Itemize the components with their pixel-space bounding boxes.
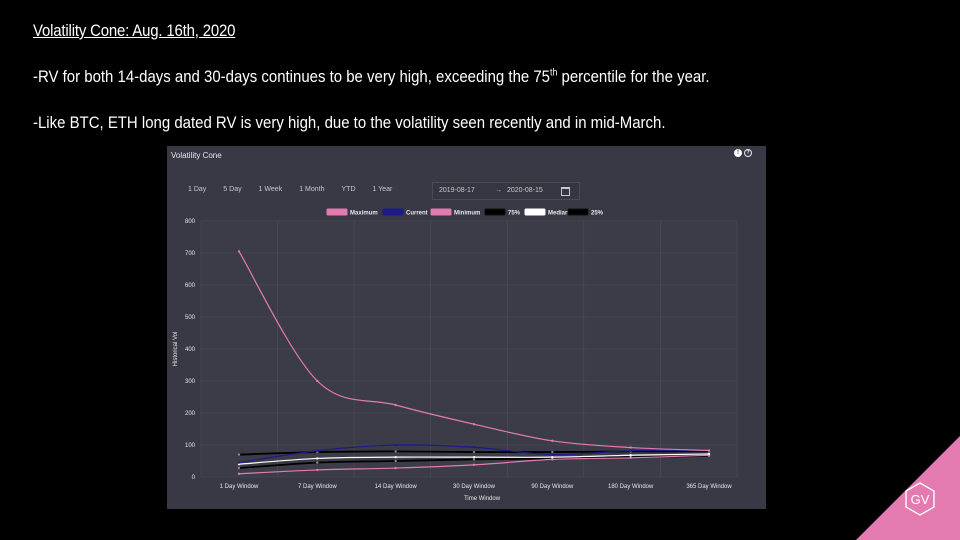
logo-text: GV <box>911 492 930 507</box>
point-maximum-3 <box>472 423 476 426</box>
calendar-icon[interactable] <box>561 187 570 196</box>
legend-label-75pct: 75% <box>508 211 521 217</box>
legend-label-25pct: 25% <box>591 211 604 217</box>
legend-label-current: Current <box>406 211 428 217</box>
bullet-rv-high-superscript: th <box>550 67 558 79</box>
panel-icons: ! ? <box>734 149 752 157</box>
logo-triangle <box>856 436 960 540</box>
point-current-3 <box>472 446 476 449</box>
point-maximum-5 <box>629 446 632 449</box>
y-tick-label-200: 200 <box>185 411 196 417</box>
date-range-picker[interactable]: 2019-08-17 → 2020-08-15 <box>432 182 580 200</box>
point-75pct-2 <box>394 450 397 453</box>
point-25pct-1 <box>316 461 319 464</box>
point-maximum-4 <box>551 439 554 443</box>
y-tick-label-0: 0 <box>192 475 196 481</box>
y-tick-label-400: 400 <box>185 347 196 353</box>
slide-title: Volatility Cone: Aug. 16th, 2020 <box>33 21 236 40</box>
legend-swatch-75pct <box>484 208 506 216</box>
range-ytd-button[interactable]: YTD <box>341 186 356 193</box>
point-maximum-1 <box>316 379 319 383</box>
point-median-3 <box>472 455 476 459</box>
y-axis-title: Historical Vol <box>173 332 179 367</box>
legend-label-median: Median <box>548 211 569 217</box>
point-25pct-2 <box>394 459 397 463</box>
date-separator-arrow-icon: → <box>495 187 502 194</box>
x-tick-label-0: 1 Day Window <box>220 484 259 490</box>
volatility-cone-panel: 0 100 200 300 400 500 600 700 800 1 Day Window 7 D… <box>167 146 766 509</box>
point-minimum-4 <box>551 458 554 461</box>
bullet-rv-high-text: -RV for both 14-days and 30-days continu… <box>33 67 551 86</box>
range-selector: 1 Day 5 Day 1 Week 1 Month YTD 1 Year <box>188 186 409 193</box>
point-median-6 <box>707 452 711 456</box>
point-maximum-0 <box>237 250 241 253</box>
legend-label-maximum: Maximum <box>350 211 378 217</box>
point-median-4 <box>551 455 554 459</box>
point-75pct-4 <box>551 450 554 454</box>
range-1-day-button[interactable]: 1 Day <box>188 186 207 193</box>
point-current-5 <box>629 449 632 452</box>
y-tick-label-800: 800 <box>185 219 196 225</box>
legend-label-minimum: Minimum <box>454 211 480 217</box>
x-tick-label-3: 30 Day Window <box>453 484 496 490</box>
point-25pct-3 <box>472 458 476 461</box>
point-median-1 <box>316 457 319 460</box>
range-5-day-button[interactable]: 5 Day <box>223 186 242 193</box>
x-axis-title: Time Window <box>464 496 501 502</box>
gv-logo: GV <box>856 436 960 540</box>
y-tick-label-300: 300 <box>185 379 196 385</box>
range-1-year-button[interactable]: 1 Year <box>372 186 393 193</box>
point-minimum-3 <box>472 463 476 467</box>
point-minimum-0 <box>237 472 241 475</box>
range-1-month-button[interactable]: 1 Month <box>299 186 325 193</box>
y-tick-label-700: 700 <box>185 251 196 257</box>
legend-swatch-maximum <box>326 208 348 216</box>
help-icon[interactable]: ? <box>744 149 752 157</box>
point-75pct-0 <box>237 453 241 456</box>
point-minimum-1 <box>316 468 319 472</box>
point-minimum-2 <box>394 466 397 470</box>
x-tick-label-6: 365 Day Window <box>686 484 732 490</box>
point-maximum-2 <box>394 403 397 407</box>
bullet-rv-high: -RV for both 14-days and 30-days continu… <box>33 67 710 87</box>
legend-swatch-current <box>382 208 404 216</box>
point-current-2 <box>394 443 397 447</box>
date-to-field[interactable]: 2020-08-15 <box>507 187 543 194</box>
y-tick-label-600: 600 <box>185 283 196 289</box>
info-icon[interactable]: ! <box>734 149 742 157</box>
hexagon-icon <box>905 482 935 516</box>
panel-title: Volatility Cone <box>171 151 222 160</box>
x-tick-label-2: 14 Day Window <box>375 484 418 490</box>
legend-swatch-median <box>524 208 546 216</box>
bullet-rv-high-text-end: percentile for the year. <box>557 67 710 86</box>
x-tick-label-1: 7 Day Window <box>298 484 337 490</box>
legend-swatch-minimum <box>430 208 452 216</box>
x-tick-label-4: 90 Day Window <box>531 484 574 490</box>
volatility-cone-chart: 0 100 200 300 400 500 600 700 800 1 Day Window 7 D… <box>173 208 738 502</box>
y-tick-label-100: 100 <box>185 443 196 449</box>
point-75pct-3 <box>472 450 476 454</box>
point-25pct-0 <box>237 466 241 470</box>
point-current-4 <box>551 453 554 456</box>
point-current-1 <box>316 449 319 452</box>
point-current-0 <box>237 461 241 464</box>
range-1-week-button[interactable]: 1 Week <box>258 186 283 193</box>
point-maximum-6 <box>707 449 711 452</box>
y-tick-label-500: 500 <box>185 315 196 321</box>
legend-swatch-25pct <box>567 208 589 216</box>
x-tick-label-5: 180 Day Window <box>608 484 654 490</box>
date-from-field[interactable]: 2019-08-17 <box>439 187 475 194</box>
point-median-2 <box>394 455 397 459</box>
bullet-eth-long-dated: -Like BTC, ETH long dated RV is very hig… <box>33 113 666 132</box>
point-median-5 <box>629 454 632 457</box>
point-minimum-5 <box>629 456 632 459</box>
